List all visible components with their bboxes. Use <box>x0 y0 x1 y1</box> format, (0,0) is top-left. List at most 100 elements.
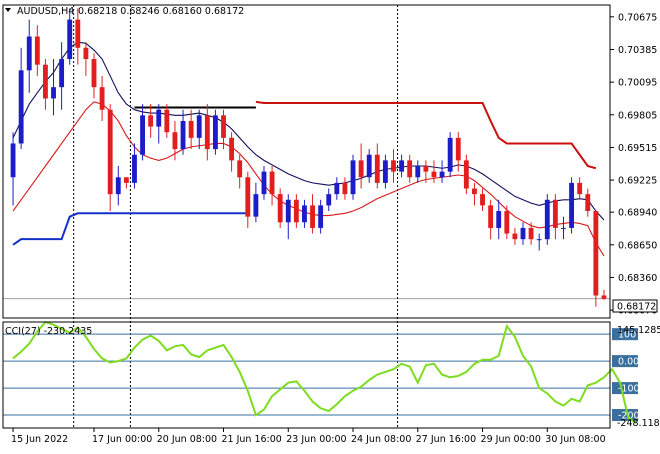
bearish-candle-body <box>577 182 583 195</box>
bearish-candle-body <box>488 205 494 228</box>
cci-level-box <box>612 382 638 395</box>
price-tick-label: 0.70385 <box>618 45 657 56</box>
bullish-candle-body <box>520 227 526 240</box>
bearish-candle-body <box>480 194 485 206</box>
bullish-candle-body <box>261 171 267 195</box>
support-step-line <box>12 212 248 246</box>
price-tick-label: 0.70095 <box>618 78 657 89</box>
bearish-candle-body <box>512 233 518 240</box>
bearish-candle-body <box>148 115 154 127</box>
bullish-candle-body <box>536 239 542 241</box>
chart-menu-triangle-icon[interactable] <box>5 8 11 12</box>
bearish-candle-body <box>245 177 251 217</box>
bearish-candle-body <box>310 205 315 228</box>
bearish-candle-body <box>34 36 40 65</box>
fast-moving-average-line <box>12 41 605 221</box>
time-tick-label: 27 Jun 16:00 <box>416 434 476 445</box>
cci-level-label: 100 <box>618 330 636 341</box>
bullish-candle-body <box>561 227 566 229</box>
bearish-candle-body <box>463 160 469 189</box>
cci-lines <box>12 320 637 424</box>
bullish-candle-body <box>212 115 218 150</box>
bullish-candle-body <box>326 194 332 206</box>
bullish-candle-body <box>382 160 388 183</box>
price-tick-label: 0.70675 <box>618 12 657 23</box>
price-tick-label: 0.68940 <box>618 208 657 219</box>
symbol-label: AUDUSD,H4 <box>17 6 74 17</box>
time-tick-label: 23 Jun 00:00 <box>286 434 346 445</box>
bullish-candle-body <box>196 115 202 138</box>
bearish-candle-body <box>391 160 396 172</box>
bullish-candle-body <box>439 171 445 178</box>
bullish-candle-body <box>302 205 307 223</box>
bullish-candle-body <box>59 59 65 88</box>
bearish-candle-body <box>204 115 210 150</box>
indicator-overlays <box>12 41 605 257</box>
cci-line <box>12 320 637 424</box>
cci-level-box <box>612 355 638 368</box>
bearish-candle-body <box>374 154 380 183</box>
bearish-candle-body <box>593 211 599 296</box>
bearish-candle-body <box>107 109 113 195</box>
bearish-candle-body <box>91 59 97 88</box>
bearish-candle-body <box>221 115 226 138</box>
price-tick-label: 0.69515 <box>618 143 657 154</box>
bearish-candle-body <box>229 137 235 161</box>
axes: 0.70675 0.70385 0.70095 0.69805 0.69515 0.692… <box>2 4 657 445</box>
time-tick-label: 20 Jun 08:00 <box>157 434 217 445</box>
cci-label: CCI(27) -230.2435 <box>5 326 92 337</box>
time-tick-label: 30 Jun 08:00 <box>545 434 605 445</box>
bearish-candle-body <box>585 194 591 212</box>
bullish-candle-body <box>569 182 575 228</box>
bearish-candle-body <box>277 194 283 223</box>
bearish-candle-body <box>75 19 81 48</box>
bearish-candle-body <box>269 171 275 195</box>
bearish-candle-body <box>472 188 477 195</box>
bullish-candle-body <box>253 194 259 217</box>
bullish-candle-body <box>10 143 16 178</box>
cci-panel-frame <box>2 321 611 429</box>
bearish-candle-body <box>342 182 348 195</box>
bearish-candle-body <box>83 47 89 60</box>
current-price-tag <box>612 299 658 313</box>
bearish-candle-body <box>407 160 413 178</box>
bullish-candle-body <box>132 154 137 183</box>
bearish-candle-body <box>455 137 461 161</box>
bearish-candle-body <box>528 227 534 240</box>
bearish-candle-body <box>99 87 105 110</box>
cci-scale-min: -248.1183 <box>617 418 660 429</box>
time-tick-label: 15 Jun 2022 <box>11 434 68 445</box>
bullish-candle-body <box>18 70 24 144</box>
bearish-candle-body <box>164 109 170 133</box>
current-price-value: 0.68172 <box>617 302 656 313</box>
cci-scale-max: 145.1285 <box>617 325 660 336</box>
bearish-candle-body <box>423 166 429 172</box>
bearish-candle-body <box>123 177 129 183</box>
time-tick-label: 21 Jun 16:00 <box>222 434 282 445</box>
bullish-candle-body <box>447 137 453 172</box>
time-tick-label: 24 Jun 08:00 <box>351 434 411 445</box>
bullish-candle-body <box>544 199 550 240</box>
bearish-candle-body <box>237 160 243 178</box>
time-tick-label: 29 Jun 00:00 <box>481 434 541 445</box>
candles <box>10 8 607 307</box>
bullish-candle-body <box>156 109 162 127</box>
ohlc-readout: 0.68218 0.68246 0.68160 0.68172 <box>78 6 244 17</box>
price-panel-frame <box>2 4 611 319</box>
bearish-candle-body <box>431 171 437 178</box>
price-tick-label: 0.69225 <box>618 176 657 187</box>
bullish-candle-body <box>399 160 405 172</box>
bullish-candle-body <box>334 182 340 195</box>
bullish-candle-body <box>496 211 502 228</box>
time-tick-label: 17 Jun 00:00 <box>92 434 152 445</box>
cci-level-label: -100 <box>618 384 640 395</box>
bearish-candle-body <box>42 64 48 99</box>
bearish-candle-body <box>172 132 178 150</box>
upper-band-step-line <box>255 100 597 170</box>
price-grid <box>3 5 610 428</box>
cci-level-box <box>612 409 638 422</box>
price-tick-label: 0.68360 <box>618 273 657 284</box>
bullish-candle-body <box>366 154 372 178</box>
